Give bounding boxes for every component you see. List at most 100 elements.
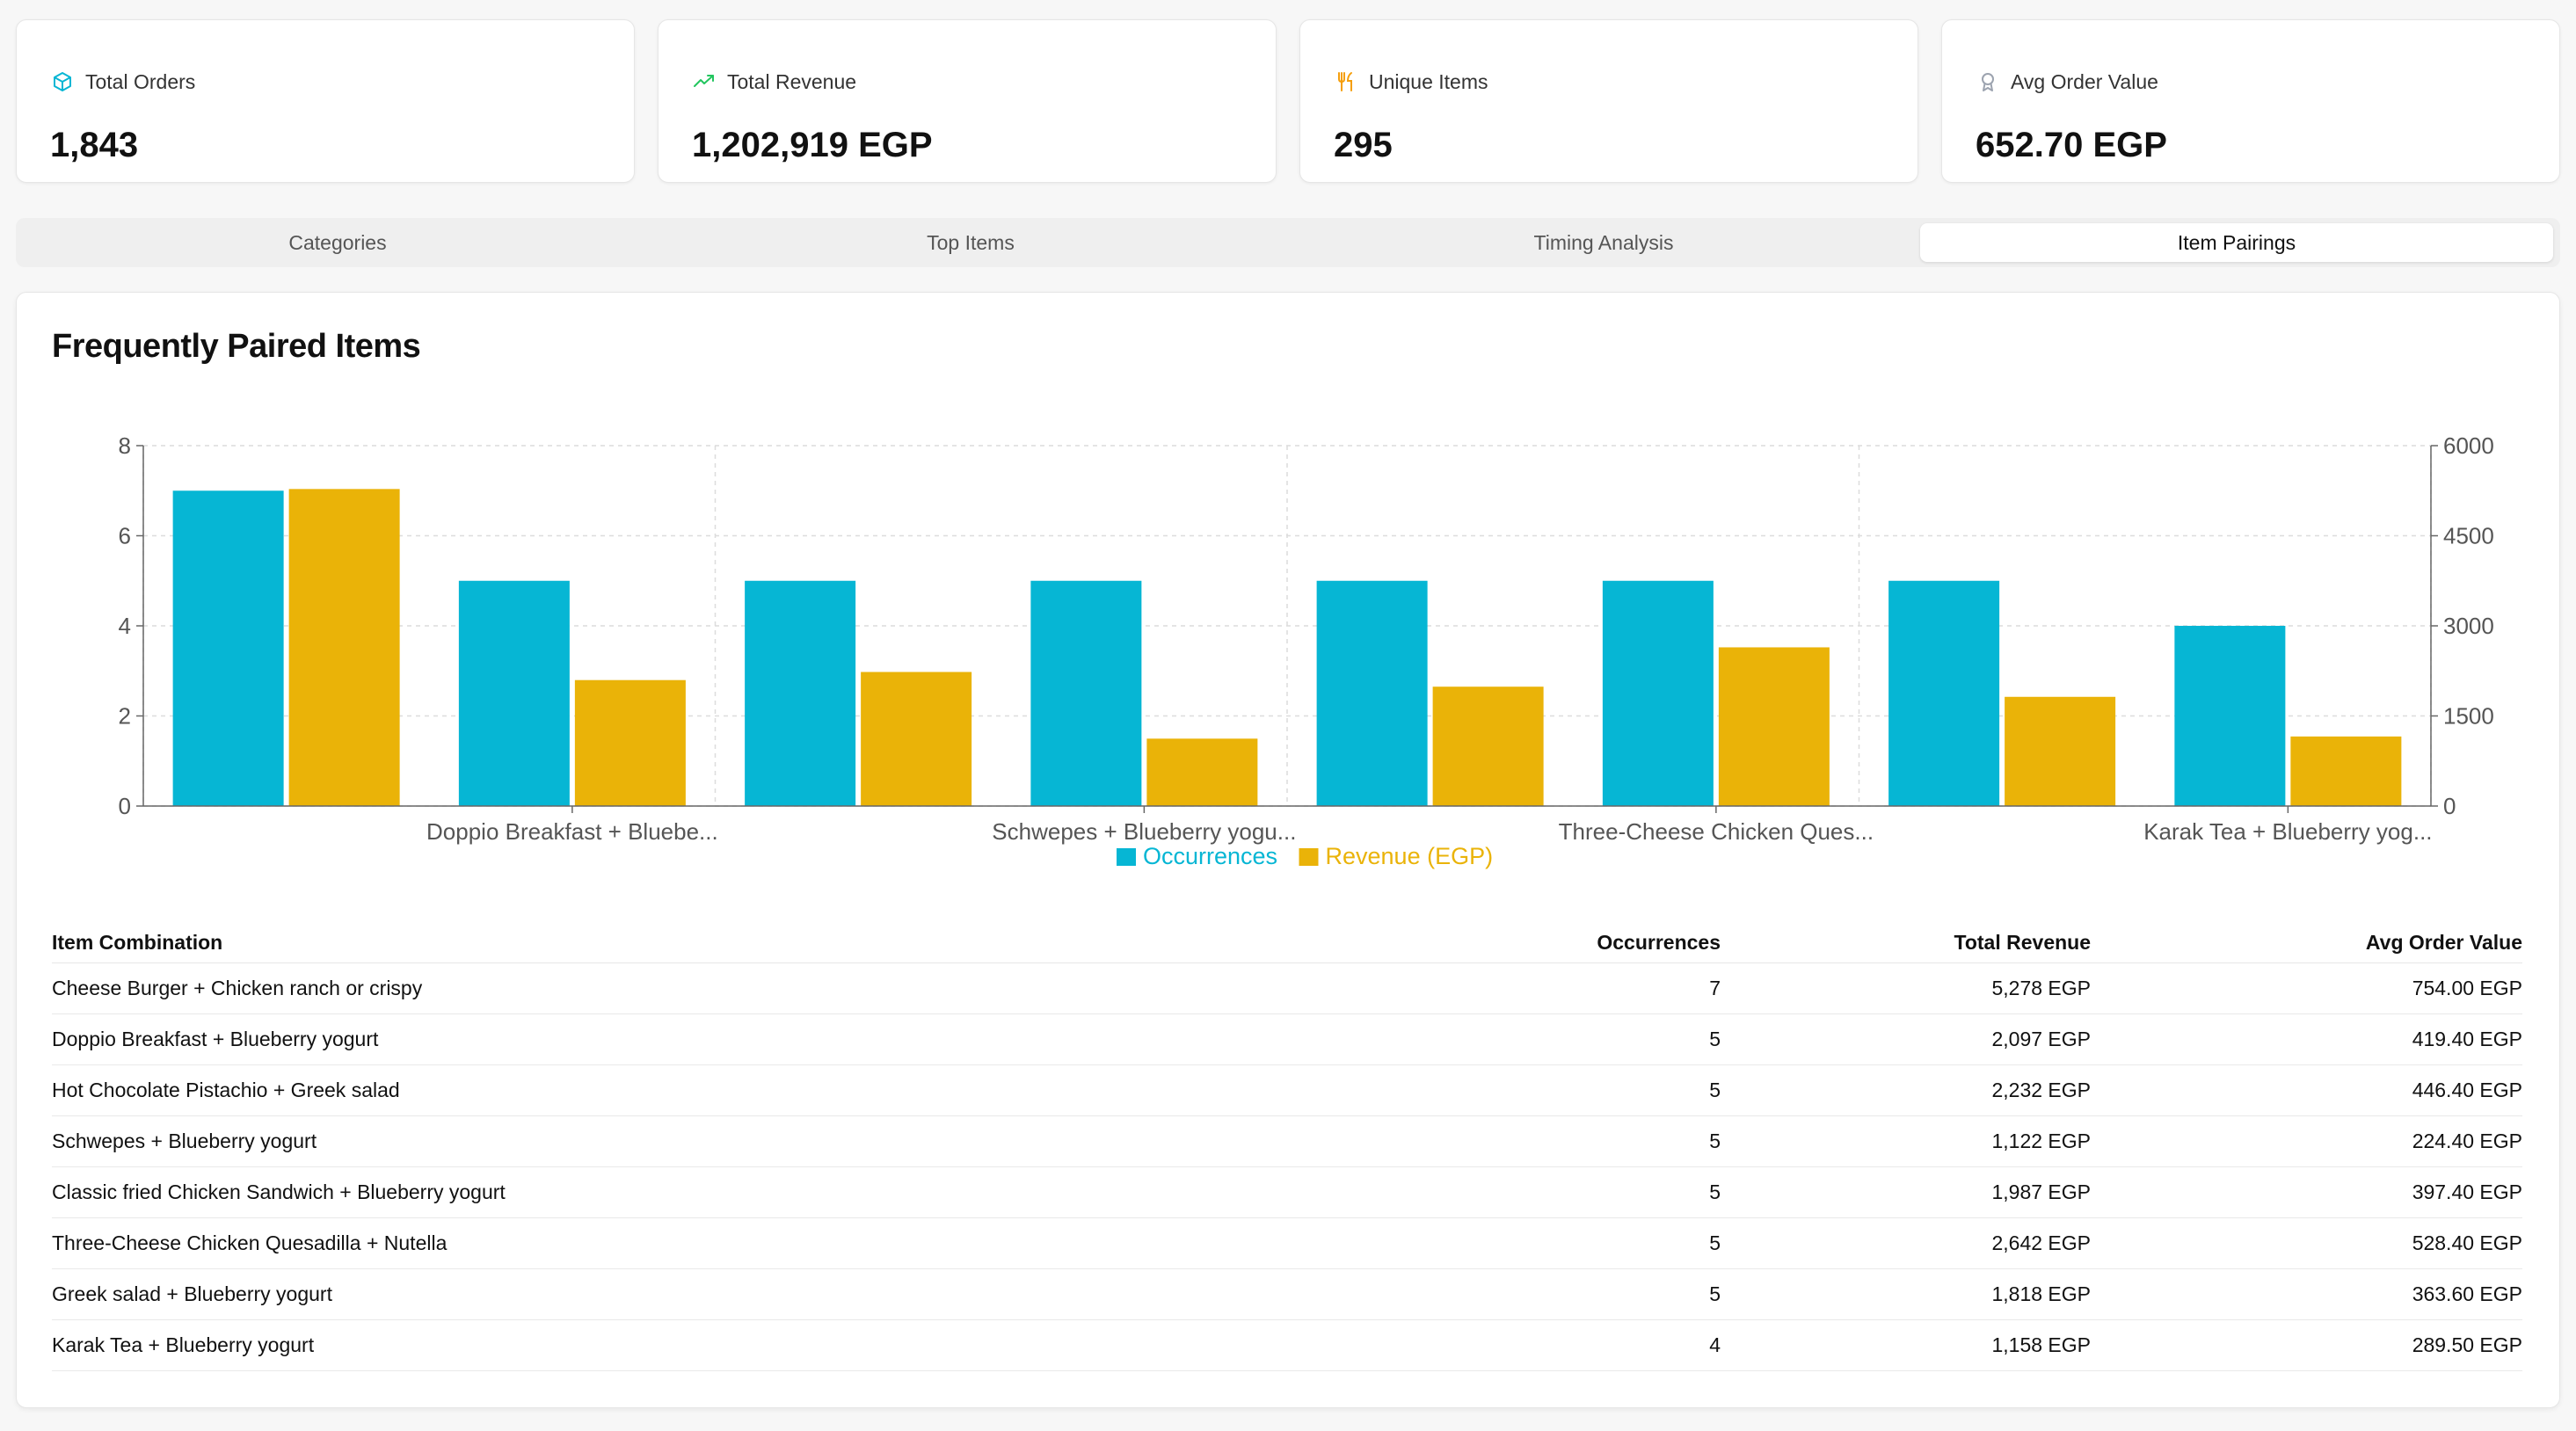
x-tick-label: Schwepes + Blueberry yogu... — [992, 818, 1296, 845]
utensils-icon — [1334, 69, 1358, 94]
tab-top-items[interactable]: Top Items — [927, 230, 1015, 254]
header-item-combination[interactable]: Item Combination — [52, 930, 223, 954]
table-row: Three-Cheese Chicken Quesadilla + Nutell… — [52, 1217, 2522, 1269]
cell-item-combination: Karak Tea + Blueberry yogurt — [52, 1333, 315, 1356]
item-pairings-panel: Frequently Paired Items 0 2 4 6 8 0 1500 3000 45… — [16, 292, 2560, 1408]
table-row: Greek salad + Blueberry yogurt 5 1,818 E… — [52, 1268, 2522, 1320]
cell-avg-order-value: 397.40 EGP — [2412, 1180, 2522, 1203]
bar-occurrences[interactable] — [1030, 580, 1142, 806]
bar-occurrences[interactable] — [1888, 580, 2000, 806]
bar-revenue[interactable] — [1718, 647, 1830, 806]
cell-occurrences: 7 — [1709, 976, 1721, 999]
cell-item-combination: Hot Chocolate Pistachio + Greek salad — [52, 1078, 400, 1101]
stat-value: 295 — [1334, 126, 1393, 164]
stat-value: 652.70 EGP — [1976, 126, 2167, 164]
legend-label[interactable]: Occurrences — [1143, 843, 1277, 869]
bar-revenue[interactable] — [288, 489, 400, 806]
bar-revenue[interactable] — [2290, 736, 2402, 806]
bar-revenue[interactable] — [1432, 686, 1544, 806]
stat-card-unique-items: Unique Items 295 — [1299, 19, 1918, 183]
table-row: Schwepes + Blueberry yogurt 5 1,122 EGP … — [52, 1115, 2522, 1167]
cell-avg-order-value: 754.00 EGP — [2412, 976, 2522, 999]
cell-total-revenue: 1,122 EGP — [1991, 1129, 2091, 1152]
trending-up-icon — [692, 69, 717, 94]
legend-swatch[interactable] — [1299, 848, 1319, 866]
award-icon — [1976, 69, 2000, 94]
header-total-revenue[interactable]: Total Revenue — [1954, 930, 2092, 954]
bar-occurrences[interactable] — [745, 580, 856, 806]
table-row: Cheese Burger + Chicken ranch or crispy … — [52, 962, 2522, 1014]
cell-avg-order-value: 289.50 EGP — [2412, 1333, 2522, 1356]
cell-occurrences: 5 — [1709, 1078, 1721, 1101]
bar-occurrences[interactable] — [2174, 626, 2286, 806]
table-row: Hot Chocolate Pistachio + Greek salad 5 … — [52, 1064, 2522, 1116]
cell-total-revenue: 5,278 EGP — [1991, 976, 2091, 999]
bar-revenue[interactable] — [2005, 696, 2116, 806]
stat-card-total-orders: Total Orders 1,843 — [16, 19, 635, 183]
cell-total-revenue: 1,818 EGP — [1991, 1282, 2091, 1305]
y-tick-label-right: 3000 — [2443, 613, 2494, 639]
box-icon — [50, 69, 75, 94]
bar-occurrences[interactable] — [1602, 580, 1714, 806]
stat-label: Total Orders — [85, 69, 196, 93]
cell-total-revenue: 2,097 EGP — [1991, 1027, 2091, 1050]
table-header: Item Combination Occurrences Total Reven… — [52, 922, 2522, 963]
x-tick-label: Karak Tea + Blueberry yog... — [2143, 818, 2432, 845]
header-avg-order-value[interactable]: Avg Order Value — [2365, 930, 2522, 954]
x-tick-label: Three-Cheese Chicken Ques... — [1559, 818, 1874, 845]
chart-bars — [172, 489, 2402, 806]
panel-title: Frequently Paired Items — [52, 328, 421, 365]
tab-bar: Categories Top Items Timing Analysis Ite… — [16, 218, 2560, 267]
legend-label[interactable]: Revenue (EGP) — [1326, 843, 1494, 869]
cell-avg-order-value: 224.40 EGP — [2412, 1129, 2522, 1152]
y-tick-label-right: 0 — [2443, 793, 2456, 819]
cell-occurrences: 5 — [1709, 1027, 1721, 1050]
table-row: Doppio Breakfast + Blueberry yogurt 5 2,… — [52, 1013, 2522, 1065]
bar-revenue[interactable] — [861, 672, 972, 806]
cell-item-combination: Cheese Burger + Chicken ranch or crispy — [52, 976, 423, 999]
stat-value: 1,202,919 EGP — [692, 126, 933, 164]
stat-label: Avg Order Value — [2011, 69, 2158, 93]
cell-total-revenue: 1,158 EGP — [1991, 1333, 2091, 1356]
cell-avg-order-value: 528.40 EGP — [2412, 1231, 2522, 1254]
tab-timing-analysis[interactable]: Timing Analysis — [1533, 230, 1674, 254]
cell-total-revenue: 1,987 EGP — [1991, 1180, 2091, 1203]
tab-categories[interactable]: Categories — [288, 230, 387, 254]
cell-avg-order-value: 363.60 EGP — [2412, 1282, 2522, 1305]
cell-item-combination: Schwepes + Blueberry yogurt — [52, 1129, 317, 1152]
stat-value: 1,843 — [50, 126, 139, 164]
bar-occurrences[interactable] — [458, 580, 570, 806]
table-row: Karak Tea + Blueberry yogurt 4 1,158 EGP… — [52, 1319, 2522, 1371]
bar-occurrences[interactable] — [1316, 580, 1428, 806]
cell-item-combination: Classic fried Chicken Sandwich + Blueber… — [52, 1180, 506, 1203]
x-tick-label: Doppio Breakfast + Bluebe... — [426, 818, 718, 845]
cell-avg-order-value: 419.40 EGP — [2412, 1027, 2522, 1050]
bar-occurrences[interactable] — [172, 490, 284, 806]
table-row: Classic fried Chicken Sandwich + Blueber… — [52, 1166, 2522, 1218]
cell-item-combination: Greek salad + Blueberry yogurt — [52, 1282, 332, 1305]
cell-occurrences: 5 — [1709, 1129, 1721, 1152]
bar-revenue[interactable] — [1146, 738, 1258, 806]
stat-label: Total Revenue — [727, 69, 857, 93]
cell-occurrences: 4 — [1709, 1333, 1721, 1356]
paired-items-chart: 0 2 4 6 8 0 1500 3000 4500 6000 Doppio Breakfast +… — [119, 432, 2494, 869]
chart-legend[interactable]: Occurrences Revenue (EGP) — [1117, 843, 1493, 869]
y-tick-label-left: 4 — [119, 613, 131, 639]
bar-revenue[interactable] — [574, 679, 686, 806]
stat-card-avg-order-value: Avg Order Value 652.70 EGP — [1941, 19, 2560, 183]
cell-total-revenue: 2,642 EGP — [1991, 1231, 2091, 1254]
tab-item-pairings[interactable]: Item Pairings — [1920, 223, 2553, 262]
header-occurrences[interactable]: Occurrences — [1597, 930, 1721, 954]
stat-card-total-revenue: Total Revenue 1,202,919 EGP — [658, 19, 1277, 183]
chart-axes: 0 2 4 6 8 0 1500 3000 4500 6000 Doppio Breakfast +… — [119, 432, 2494, 845]
cell-avg-order-value: 446.40 EGP — [2412, 1078, 2522, 1101]
cell-occurrences: 5 — [1709, 1180, 1721, 1203]
stat-label: Unique Items — [1369, 69, 1488, 93]
legend-swatch[interactable] — [1117, 848, 1136, 866]
y-tick-label-left: 8 — [119, 432, 131, 459]
y-tick-label-right: 4500 — [2443, 523, 2494, 549]
cell-occurrences: 5 — [1709, 1282, 1721, 1305]
y-tick-label-left: 2 — [119, 703, 131, 730]
cell-total-revenue: 2,232 EGP — [1991, 1078, 2091, 1101]
y-tick-label-left: 0 — [119, 793, 131, 819]
